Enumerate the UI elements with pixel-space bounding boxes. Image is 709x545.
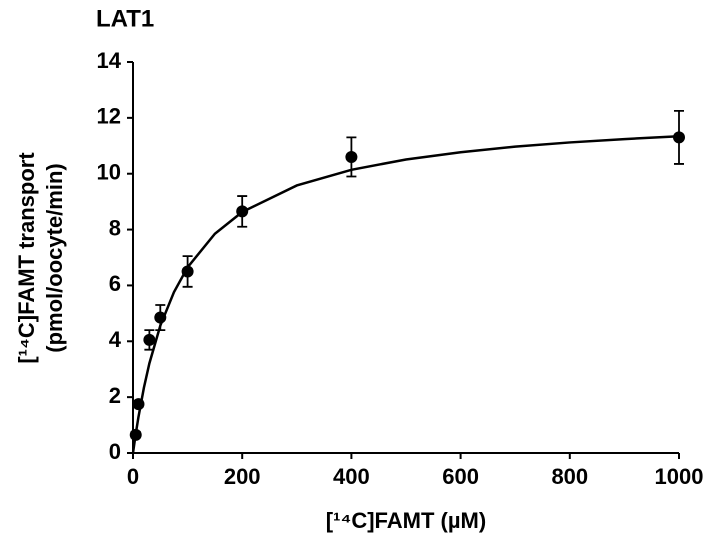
y-tick-label: 2 <box>109 383 121 408</box>
data-point <box>132 398 145 411</box>
y-tick-label: 4 <box>109 327 122 352</box>
y-tick-label: 8 <box>109 215 121 240</box>
chart-title: LAT1 <box>96 5 154 32</box>
data-point <box>181 265 194 278</box>
y-tick-label: 0 <box>109 439 121 464</box>
x-tick-label: 1000 <box>655 464 704 489</box>
y-axis-label: [¹⁴C]FAMT transport <box>14 152 39 364</box>
x-tick-label: 400 <box>333 464 370 489</box>
x-axis-label: [¹⁴C]FAMT (µM) <box>326 508 486 533</box>
y-tick-label: 6 <box>109 271 121 296</box>
x-tick-label: 800 <box>551 464 588 489</box>
data-point <box>673 131 685 144</box>
y-tick-label: 14 <box>97 48 122 73</box>
x-tick-label: 600 <box>442 464 479 489</box>
x-tick-label: 0 <box>127 464 139 489</box>
data-point <box>129 428 142 441</box>
y-tick-label: 12 <box>97 104 121 129</box>
fit-curve <box>131 135 680 454</box>
data-point <box>236 205 249 218</box>
x-tick-label: 200 <box>224 464 261 489</box>
data-point <box>143 333 156 346</box>
y-tick-label: 10 <box>97 160 121 185</box>
data-point <box>154 311 167 324</box>
data-point <box>345 150 358 163</box>
y-axis-label: (pmol/oocyte/min) <box>42 163 67 352</box>
